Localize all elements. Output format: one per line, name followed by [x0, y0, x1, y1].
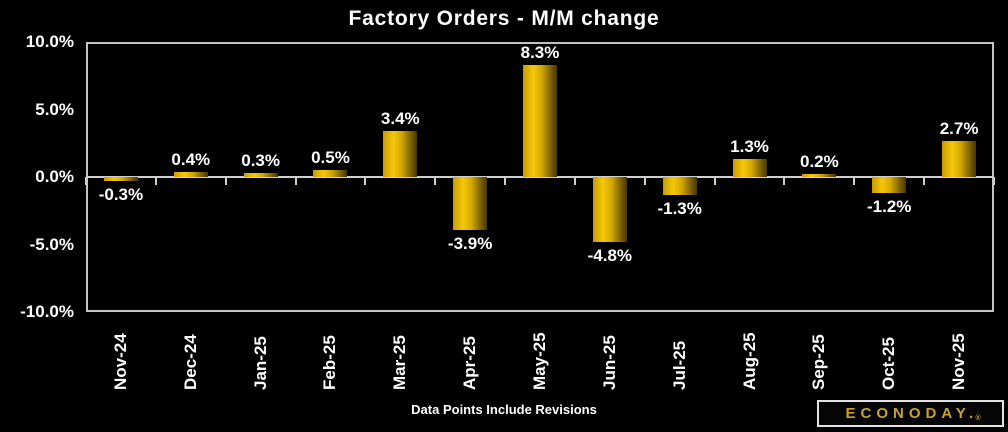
y-axis-label: 5.0%	[35, 99, 74, 119]
y-axis-label: -5.0%	[29, 234, 74, 254]
x-axis-label: Dec-24	[180, 334, 200, 390]
x-axis-label: Jul-25	[669, 340, 689, 390]
econoday-logo-text: ECONODAY.	[845, 405, 979, 422]
x-axis-label: Apr-25	[460, 336, 480, 390]
x-axis-label: Jan-25	[250, 336, 270, 390]
bar	[802, 174, 837, 177]
axis-tick	[643, 177, 646, 185]
y-axis-label: 10.0%	[25, 32, 74, 51]
axis-tick	[993, 177, 995, 185]
bar-value-label: -1.3%	[657, 198, 702, 218]
bar-value-label: 2.7%	[939, 118, 979, 138]
x-axis-label: Feb-25	[320, 335, 340, 390]
x-axis-label: Nov-24	[110, 333, 130, 390]
bar-value-label: 3.4%	[380, 109, 420, 129]
bar	[732, 159, 767, 177]
x-axis-label: Nov-25	[949, 333, 969, 390]
bar-value-label: 0.4%	[171, 149, 211, 169]
footnote: Data Points Include Revisions	[411, 402, 597, 417]
bar	[662, 177, 697, 195]
bar-value-label: 0.2%	[800, 152, 839, 172]
bar	[592, 177, 627, 242]
bar	[243, 172, 278, 177]
y-axis-label: -10.0%	[20, 302, 74, 321]
axis-tick	[783, 177, 786, 185]
bar	[103, 177, 138, 182]
axis-tick	[85, 177, 87, 185]
axis-tick	[713, 177, 716, 185]
bar-value-label: 0.5%	[311, 148, 350, 168]
bar	[173, 171, 208, 177]
bar	[942, 140, 977, 177]
axis-tick	[853, 177, 856, 185]
axis-tick	[573, 177, 576, 185]
bar	[453, 177, 488, 230]
bar-value-label: 0.3%	[241, 150, 280, 170]
axis-tick	[923, 177, 926, 185]
x-axis-label: Aug-25	[739, 332, 759, 390]
axis-tick	[224, 177, 227, 185]
bar-value-label: 8.3%	[520, 42, 560, 62]
x-axis-label: Jun-25	[599, 335, 619, 390]
bar-value-label: -4.8%	[587, 245, 633, 265]
axis-tick	[504, 177, 507, 185]
bar	[383, 131, 418, 177]
bar	[523, 64, 557, 177]
axis-tick	[434, 177, 437, 185]
bar-value-label: -3.9%	[447, 233, 493, 253]
x-axis-label: Mar-25	[390, 335, 410, 390]
x-axis-label: May-25	[530, 332, 549, 390]
axis-tick	[154, 177, 157, 185]
registered-trademark-icon: ®	[975, 415, 981, 422]
bar	[872, 177, 907, 194]
x-axis-label: Sep-25	[809, 334, 829, 390]
y-axis-label: 0.0%	[35, 167, 74, 186]
bar	[313, 170, 348, 177]
bar-value-label: -0.3%	[98, 185, 144, 205]
zero-line	[86, 176, 994, 178]
axis-tick	[364, 177, 367, 185]
chart-title: Factory Orders - M/M change	[348, 7, 660, 30]
axis-tick	[294, 177, 297, 185]
x-axis-label: Oct-25	[879, 337, 899, 390]
bar-value-label: -1.2%	[867, 197, 912, 217]
econoday-logo: ECONODAY. ®	[817, 400, 1004, 427]
bar-value-label: 1.3%	[730, 137, 769, 157]
